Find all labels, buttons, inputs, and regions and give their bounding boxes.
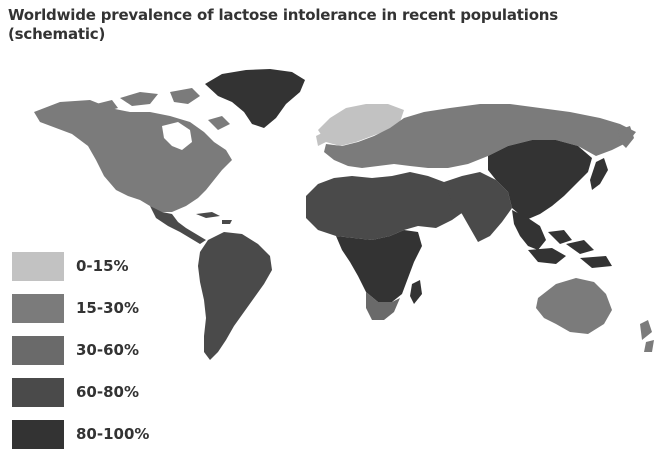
region-new-zealand (640, 320, 654, 352)
region-caribbean (196, 212, 232, 224)
region-british-isles (316, 132, 326, 146)
legend-item-60-80: 60-80% (12, 378, 212, 407)
region-southern-africa (366, 292, 400, 320)
region-south-asia (444, 172, 512, 242)
region-southeast-asia (512, 210, 612, 268)
map-title-line2: (schematic) (8, 25, 106, 43)
region-greenland (205, 69, 305, 128)
legend-item-80-100: 80-100% (12, 420, 212, 449)
region-north-america (34, 100, 232, 212)
legend-label: 15-30% (76, 299, 140, 317)
legend-item-30-60: 30-60% (12, 336, 212, 365)
region-australia (536, 278, 612, 334)
legend-label: 0-15% (76, 257, 129, 275)
region-north-africa-middle-east (306, 172, 472, 240)
map-title: Worldwide prevalence of lactose intolera… (8, 6, 608, 44)
legend: 0-15% 15-30% 30-60% 60-80% 80-100% (12, 252, 212, 458)
legend-swatch (12, 420, 64, 449)
legend-swatch (12, 336, 64, 365)
region-arctic-islands (96, 88, 230, 130)
legend-item-0-15: 0-15% (12, 252, 212, 281)
legend-swatch (12, 252, 64, 281)
legend-label: 80-100% (76, 425, 150, 443)
legend-swatch (12, 294, 64, 323)
region-kamchatka (618, 126, 634, 148)
region-east-asia (488, 140, 592, 220)
legend-label: 60-80% (76, 383, 140, 401)
region-japan (590, 158, 608, 190)
legend-item-15-30: 15-30% (12, 294, 212, 323)
region-northern-europe (318, 104, 404, 146)
map-title-line1: Worldwide prevalence of lactose intolera… (8, 6, 559, 24)
region-central-america (150, 206, 206, 244)
region-south-america (198, 232, 272, 360)
region-sub-saharan-africa (336, 230, 422, 302)
hudson-bay (162, 122, 192, 150)
legend-swatch (12, 378, 64, 407)
region-europe-northern-asia (324, 104, 636, 168)
legend-label: 30-60% (76, 341, 140, 359)
region-madagascar (410, 280, 422, 304)
